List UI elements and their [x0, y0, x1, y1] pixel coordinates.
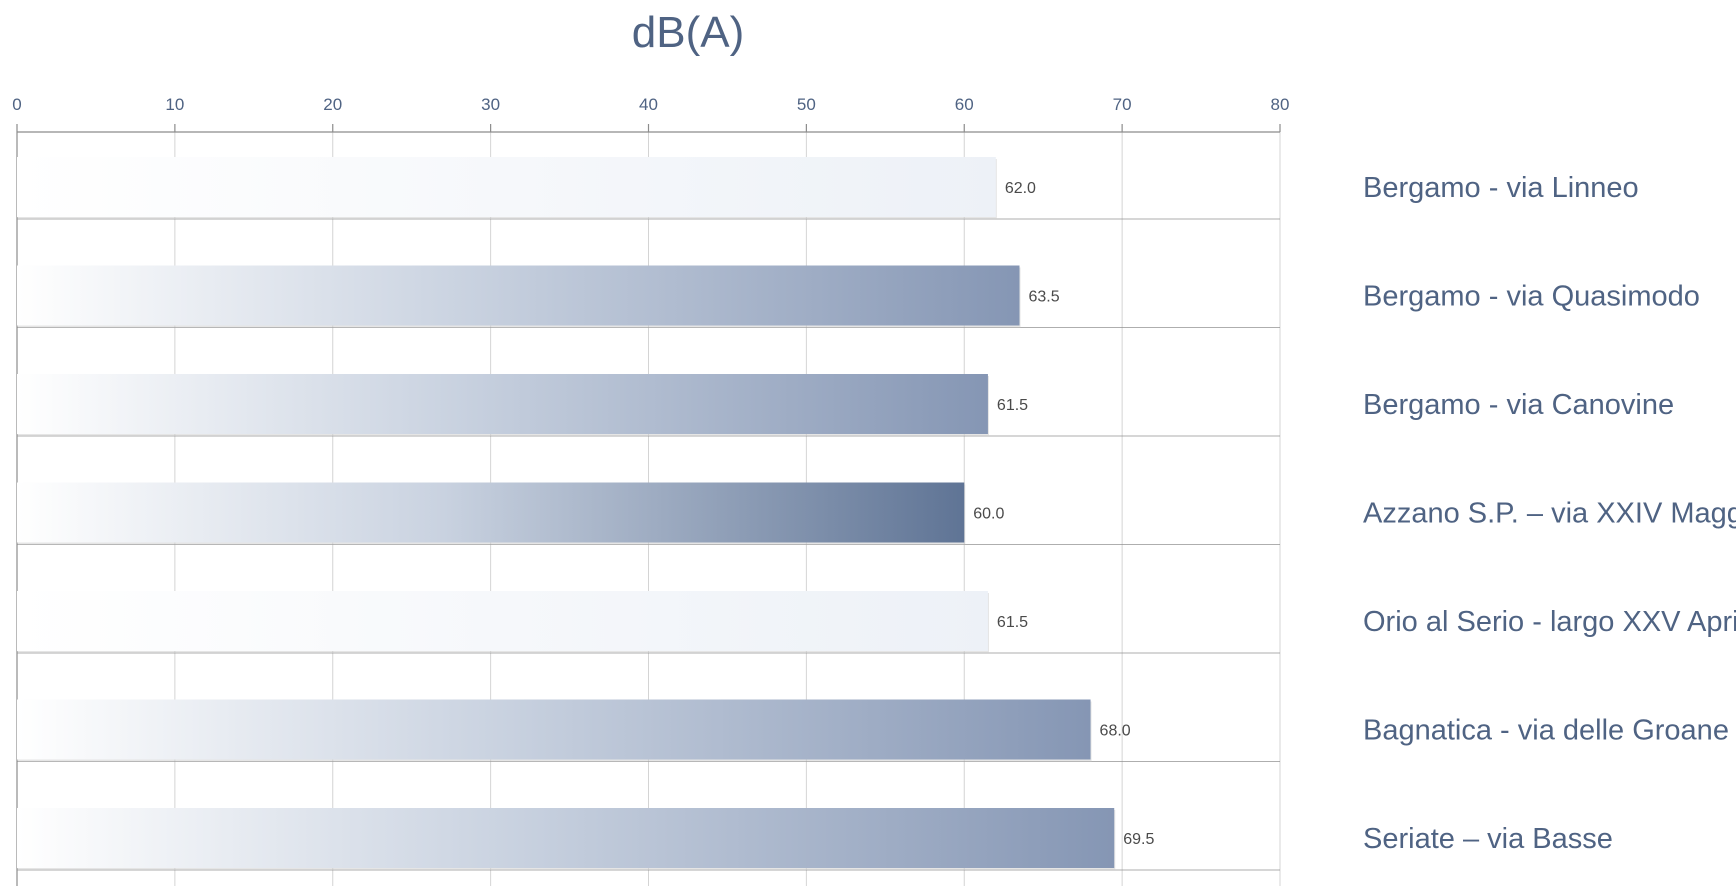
category-label: Bagnatica - via delle Groane — [1363, 715, 1729, 747]
x-tick-label: 60 — [955, 95, 974, 114]
bar-value-label: 68.0 — [1100, 723, 1131, 740]
x-tick-label: 40 — [639, 95, 658, 114]
category-label: Bergamo - via Canovine — [1363, 389, 1674, 421]
x-tick-label: 0 — [12, 95, 21, 114]
bar-value-label: 61.5 — [997, 614, 1028, 631]
bar-value-label: 62.0 — [1005, 180, 1036, 197]
bar — [17, 808, 1115, 868]
bar-value-label: 61.5 — [997, 397, 1028, 414]
bar-value-label: 63.5 — [1029, 289, 1060, 306]
x-tick-label: 50 — [797, 95, 816, 114]
x-tick-label: 20 — [323, 95, 342, 114]
x-tick-label: 80 — [1271, 95, 1290, 114]
bars — [17, 157, 1116, 870]
bar-value-label: 60.0 — [973, 506, 1004, 523]
category-label: Bergamo - via Quasimodo — [1363, 281, 1700, 313]
x-tick-label: 70 — [1113, 95, 1132, 114]
bar — [17, 591, 988, 651]
category-label: Orio al Serio - largo XXV Aprile — [1363, 606, 1736, 638]
bar-value-label: 69.5 — [1123, 831, 1154, 848]
x-tick-label: 30 — [481, 95, 500, 114]
category-label: Bergamo - via Linneo — [1363, 172, 1639, 204]
category-labels: Bergamo - via Linneo Bergamo - via Quasim… — [1363, 172, 1736, 855]
bar — [17, 265, 1020, 326]
bar — [17, 699, 1091, 760]
category-label: Seriate – via Basse — [1363, 823, 1613, 855]
chart-title: dB(A) — [632, 8, 744, 57]
bar — [17, 374, 988, 434]
value-labels: 62.0 63.5 61.5 60.0 61.5 68.0 69.5 — [973, 180, 1154, 848]
x-tick-label: 10 — [165, 95, 184, 114]
bar — [17, 482, 965, 543]
category-label: Azzano S.P. – via XXIV Maggio — [1363, 498, 1736, 530]
bar — [17, 157, 996, 217]
